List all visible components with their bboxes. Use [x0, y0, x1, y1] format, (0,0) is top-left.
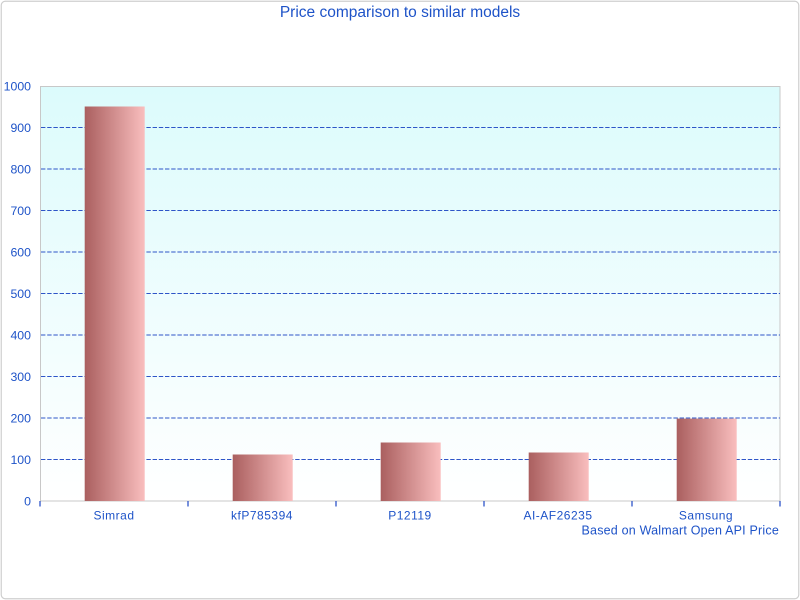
svg-text:AI-AF26235: AI-AF26235 — [523, 509, 592, 523]
svg-text:800: 800 — [10, 163, 31, 177]
svg-text:kfP785394: kfP785394 — [231, 509, 293, 523]
svg-text:700: 700 — [10, 204, 31, 218]
svg-text:500: 500 — [10, 287, 31, 301]
svg-text:Based on Walmart Open API Pric: Based on Walmart Open API Price — [582, 524, 780, 538]
svg-text:P12119: P12119 — [388, 509, 431, 523]
svg-text:600: 600 — [10, 246, 31, 260]
svg-text:100: 100 — [10, 453, 31, 467]
svg-text:Price comparison to similar mo: Price comparison to similar models — [280, 4, 521, 21]
svg-text:Samsung: Samsung — [679, 509, 733, 523]
svg-text:0: 0 — [24, 495, 31, 509]
svg-text:300: 300 — [10, 370, 31, 384]
svg-text:400: 400 — [10, 329, 31, 343]
svg-text:900: 900 — [10, 121, 31, 135]
svg-text:200: 200 — [10, 412, 31, 426]
svg-text:Simrad: Simrad — [93, 509, 134, 523]
svg-text:1000: 1000 — [4, 80, 32, 94]
